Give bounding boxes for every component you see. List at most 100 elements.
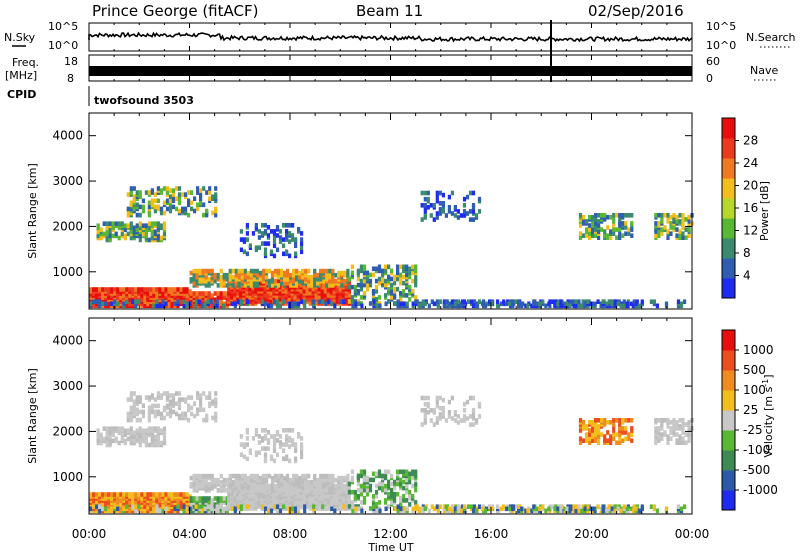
power-cell (354, 301, 358, 307)
power-cell (150, 229, 154, 235)
power-cell (465, 211, 470, 216)
velocity-cell (681, 430, 685, 435)
power-cell (327, 299, 331, 304)
power-cell (233, 301, 237, 307)
velocity-cell (466, 504, 471, 509)
power-y-axis-label: Slant Range [km] (26, 163, 39, 259)
velocity-cell (275, 508, 280, 514)
velocity-cell (141, 403, 145, 409)
velocity-cell (294, 456, 298, 462)
velocity-cell (469, 504, 474, 509)
velocity-cell (654, 418, 658, 423)
velocity-cell (116, 506, 120, 512)
velocity-cell (295, 486, 299, 491)
velocity-cell (123, 428, 127, 433)
velocity-cell (399, 506, 403, 512)
power-cell (453, 205, 457, 210)
power-cell (125, 299, 129, 304)
power-cell (263, 223, 268, 228)
velocity-cell (288, 444, 292, 449)
power-cell (377, 280, 382, 286)
power-cell (375, 303, 379, 309)
power-cell (272, 235, 277, 240)
power-cell (252, 268, 256, 274)
velocity-cell (591, 434, 595, 439)
velocity-cell (129, 430, 133, 436)
velocity-cell (520, 506, 524, 512)
velocity-cell (530, 508, 534, 514)
noise-line (88, 31, 693, 43)
velocity-cell (116, 492, 120, 497)
x-tick-label: 04:00 (172, 527, 207, 541)
velocity-cell (147, 409, 151, 415)
power-cell (105, 235, 109, 241)
power-cell (236, 299, 240, 304)
power-cell (657, 221, 661, 226)
power-cell (328, 283, 332, 288)
velocity-cell (471, 414, 476, 419)
power-cell (147, 221, 151, 226)
power-cell (384, 264, 388, 270)
power-cell (603, 217, 607, 222)
power-cell (275, 225, 280, 230)
velocity-cell (618, 422, 622, 427)
velocity-cell (517, 504, 521, 509)
power-cell (597, 213, 601, 218)
power-cell (213, 279, 217, 284)
power-cell (578, 213, 583, 218)
velocity-cell (187, 417, 191, 423)
power-cell (328, 268, 332, 274)
power-cell (426, 196, 430, 202)
power-cell (675, 233, 679, 238)
power-cell (240, 268, 244, 274)
noise-tick-low-right: 10^0 (706, 39, 736, 52)
velocity-cell (591, 420, 595, 425)
velocity-cell (408, 502, 412, 507)
velocity-cell (462, 414, 467, 419)
power-cell (405, 272, 409, 278)
velocity-cell (490, 506, 494, 512)
velocity-cell (450, 504, 454, 509)
power-cell (286, 272, 290, 278)
velocity-cell (300, 436, 304, 441)
velocity-cell (132, 411, 136, 417)
power-cell (441, 192, 445, 198)
velocity-cell (438, 416, 442, 421)
velocity-cell (350, 475, 354, 481)
power-cell (141, 208, 145, 214)
power-cell (141, 231, 145, 237)
power-cell (654, 213, 658, 218)
power-cell (96, 223, 100, 228)
power-cell (441, 201, 445, 206)
power-cell (150, 198, 154, 204)
power-cell (270, 270, 275, 276)
power-cell (108, 229, 112, 235)
velocity-cell (98, 504, 102, 509)
power-cell (408, 297, 412, 302)
power-cell (116, 287, 120, 292)
power-cell (89, 287, 93, 292)
velocity-cell (360, 508, 364, 514)
velocity-cell (251, 436, 255, 441)
power-cell (111, 221, 115, 226)
velocity-cell (640, 504, 644, 509)
power-cell (141, 198, 145, 204)
power-cell (301, 268, 305, 274)
velocity-cell (371, 494, 376, 499)
velocity-cell (637, 508, 641, 514)
power-cell (153, 208, 157, 214)
velocity-cell (125, 504, 129, 509)
power-cell (248, 243, 252, 248)
velocity-cell (632, 504, 636, 509)
power-cell (399, 301, 403, 307)
power-cell (353, 284, 357, 290)
velocity-cell (612, 436, 616, 441)
velocity-cell (134, 504, 138, 509)
power-cell (123, 233, 127, 239)
power-cell (140, 287, 144, 292)
power-cell (679, 301, 684, 307)
station-title: Prince George (fitACF) (92, 2, 258, 20)
velocity-cell (630, 438, 634, 443)
power-cell (333, 303, 337, 309)
